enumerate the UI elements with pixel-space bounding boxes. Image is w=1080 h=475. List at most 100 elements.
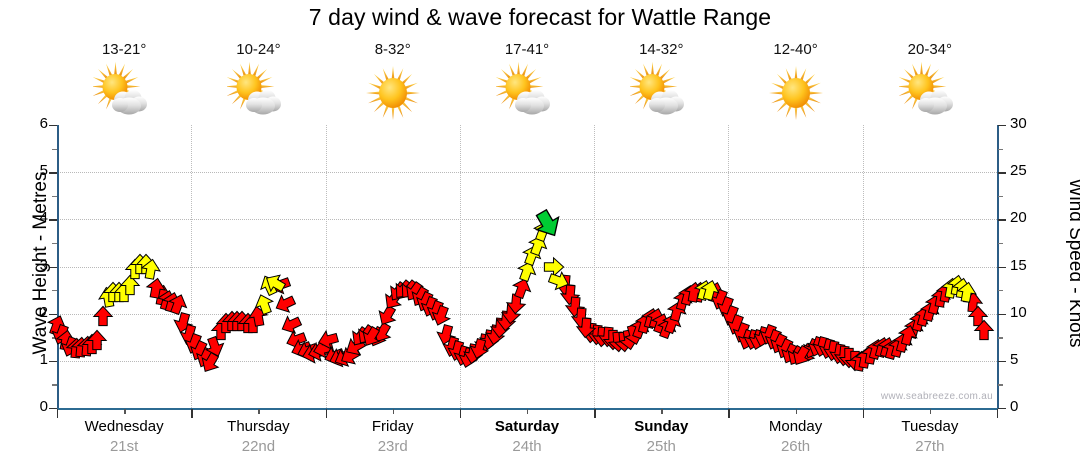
temperature-range-monday: 12-40° bbox=[773, 41, 818, 58]
partly-cloudy-icon bbox=[54, 62, 194, 124]
y-tick-l-3.5 bbox=[52, 242, 57, 245]
y-label-right-1: 5 bbox=[1010, 350, 1019, 368]
y-tick-l-3 bbox=[49, 266, 57, 268]
partly-cloudy-icon bbox=[591, 62, 731, 124]
x-tick-14 bbox=[997, 409, 999, 418]
wind-arrow-red bbox=[271, 290, 300, 319]
y-tick-r-5.5 bbox=[998, 148, 1003, 150]
y-axis-left-line bbox=[57, 125, 59, 408]
day-date: 25th bbox=[646, 438, 676, 455]
day-date: 23rd bbox=[377, 438, 408, 455]
y-label-left-2: 2 bbox=[39, 303, 48, 321]
x-tick-1 bbox=[124, 409, 126, 414]
wind-arrow-red bbox=[465, 336, 492, 363]
y-label-right-4: 20 bbox=[1010, 209, 1027, 227]
y-label-right-0: 0 bbox=[1010, 398, 1019, 415]
y-tick-l-5 bbox=[49, 172, 57, 174]
y-label-left-3: 3 bbox=[39, 256, 48, 274]
day-name: Friday bbox=[371, 418, 414, 435]
day-label-thursday: Thursday 22nd bbox=[188, 418, 328, 455]
sunny-icon bbox=[323, 62, 463, 124]
day-date: 27th bbox=[915, 438, 945, 455]
y-tick-r-3.5 bbox=[998, 242, 1003, 245]
y-tick-r-0.5 bbox=[998, 384, 1003, 386]
wind-arrow-red bbox=[563, 295, 587, 319]
partly-cloudy-icon bbox=[188, 62, 328, 124]
x-tick-3 bbox=[258, 409, 260, 414]
gridline-v-3 bbox=[459, 125, 461, 408]
partly-cloudy-icon bbox=[860, 62, 1000, 124]
day-name: Thursday bbox=[227, 418, 290, 435]
day-name: Monday bbox=[768, 418, 823, 435]
y-label-left-1: 1 bbox=[39, 350, 48, 368]
y-label-left-5: 5 bbox=[39, 162, 48, 180]
wind-arrow-red bbox=[86, 329, 108, 351]
temperature-range-tuesday: 20-34° bbox=[907, 41, 953, 58]
wind-arrow-yellow bbox=[138, 256, 163, 281]
y-tick-r-2 bbox=[998, 313, 1006, 316]
wind-arrow-yellow bbox=[696, 277, 723, 304]
day-label-saturday: Saturday 24th bbox=[457, 418, 597, 455]
day-label-monday: Monday 26th bbox=[726, 418, 866, 455]
y-tick-r-2.5 bbox=[998, 290, 1003, 292]
temperature-range-thursday: 10-24° bbox=[236, 41, 281, 58]
wind-arrow-yellow bbox=[250, 290, 278, 318]
wind-arrow-yellow bbox=[545, 267, 573, 295]
x-axis-line bbox=[57, 408, 998, 410]
wind-arrow-red bbox=[967, 305, 989, 327]
wind-arrow-red bbox=[356, 322, 386, 352]
y-tick-l-2 bbox=[49, 313, 57, 316]
y-axis-left-title: Wave Height - Metres bbox=[30, 171, 51, 355]
y-tick-l-2.5 bbox=[52, 290, 57, 292]
y-label-left-0: 0 bbox=[39, 398, 48, 415]
day-label-wednesday: Wednesday 21st bbox=[54, 418, 194, 455]
y-tick-l-1.5 bbox=[52, 337, 57, 339]
y-tick-r-6 bbox=[998, 125, 1006, 127]
wind-arrow-red bbox=[508, 274, 536, 302]
y-label-right-2: 10 bbox=[1010, 303, 1027, 321]
wind-arrow-red bbox=[144, 275, 169, 300]
y-axis-right-line bbox=[997, 125, 999, 408]
x-tick-2 bbox=[191, 409, 193, 418]
gridline-v-6 bbox=[862, 125, 864, 408]
y-tick-r-4 bbox=[998, 219, 1006, 221]
temperature-range-saturday: 17-41° bbox=[504, 41, 550, 58]
wind-arrow-yellow bbox=[119, 274, 141, 296]
temperature-row: 13-21° 10-24° 8-32° 17-41° 14-32° 12-40° 20-34… bbox=[0, 41, 1080, 63]
y-tick-l-6 bbox=[49, 125, 57, 127]
gridline-v-4 bbox=[594, 125, 596, 408]
x-tick-11 bbox=[795, 409, 797, 414]
wind-arrow-red bbox=[786, 341, 816, 371]
wind-arrow-red bbox=[195, 348, 225, 378]
y-label-right-3: 15 bbox=[1010, 256, 1027, 274]
gridline-v-2 bbox=[325, 125, 327, 408]
x-tick-12 bbox=[862, 409, 865, 418]
x-tick-5 bbox=[392, 409, 395, 414]
day-date: 26th bbox=[780, 438, 811, 455]
x-tick-13 bbox=[929, 409, 932, 414]
x-tick-0 bbox=[57, 409, 59, 418]
wind-arrow-green bbox=[528, 204, 569, 245]
gridline-v-1 bbox=[191, 125, 193, 408]
y-label-right-6: 30 bbox=[1010, 115, 1027, 132]
day-label-tuesday: Tuesday 27th bbox=[860, 418, 1000, 455]
wind-arrow-yellow bbox=[260, 268, 290, 298]
x-tick-10 bbox=[728, 409, 730, 418]
y-tick-l-1 bbox=[49, 360, 57, 363]
gridline-h-5 bbox=[57, 172, 997, 174]
gridline-h-4 bbox=[57, 219, 997, 221]
weather-icon-row bbox=[0, 62, 1080, 124]
y-label-right-5: 25 bbox=[1010, 162, 1027, 180]
wind-arrow-red bbox=[92, 305, 114, 327]
wind-arrow-red bbox=[372, 301, 402, 331]
y-tick-r-0 bbox=[998, 408, 1006, 410]
y-label-left-6: 6 bbox=[39, 115, 48, 132]
partly-cloudy-icon bbox=[457, 62, 597, 124]
wind-arrow-red bbox=[276, 311, 305, 340]
temperature-range-wednesday: 13-21° bbox=[101, 41, 147, 58]
gridline-v-5 bbox=[728, 125, 730, 408]
gridline-h-2 bbox=[57, 313, 997, 315]
day-name: Saturday bbox=[494, 418, 560, 435]
x-tick-6 bbox=[459, 409, 462, 418]
day-date: 24th bbox=[512, 438, 542, 455]
